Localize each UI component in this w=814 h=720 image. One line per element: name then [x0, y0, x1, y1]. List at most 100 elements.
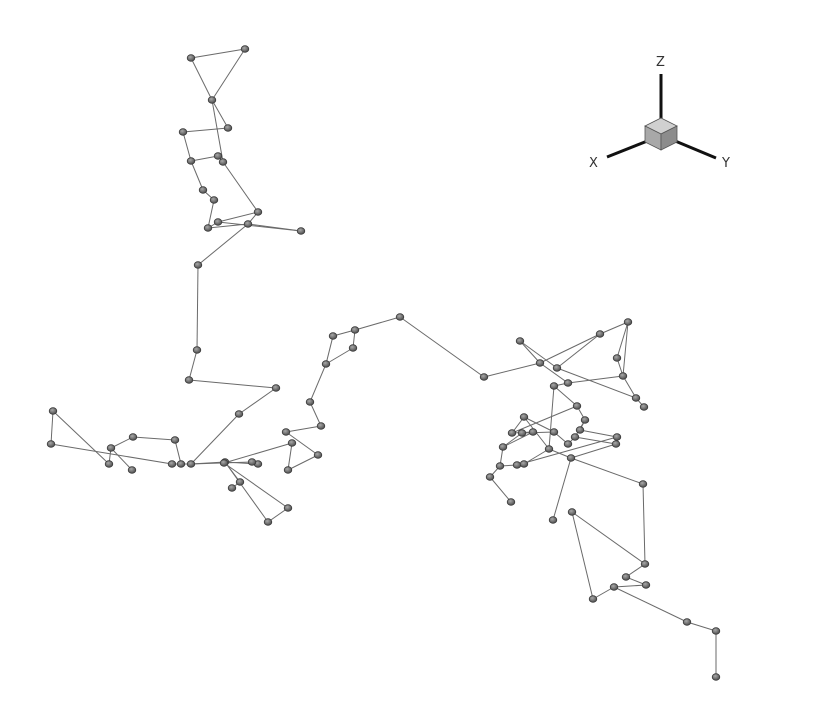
bond: [399, 316, 485, 378]
atom[interactable]: [507, 429, 517, 437]
atom[interactable]: [253, 208, 263, 216]
atom[interactable]: [515, 337, 525, 345]
atom[interactable]: [567, 508, 577, 516]
atom[interactable]: [235, 478, 245, 486]
atom[interactable]: [612, 433, 622, 441]
atom[interactable]: [682, 618, 692, 626]
atom[interactable]: [544, 445, 554, 453]
atom[interactable]: [506, 498, 516, 506]
atom[interactable]: [495, 462, 505, 470]
atom[interactable]: [618, 372, 628, 380]
atom[interactable]: [186, 460, 196, 468]
atom[interactable]: [176, 460, 186, 468]
bond: [686, 621, 717, 632]
atom[interactable]: [213, 218, 223, 226]
atom[interactable]: [609, 583, 619, 591]
atom[interactable]: [170, 436, 180, 444]
atom[interactable]: [281, 428, 291, 436]
atom[interactable]: [167, 460, 177, 468]
atom[interactable]: [207, 96, 217, 104]
atom[interactable]: [106, 444, 116, 452]
atom[interactable]: [296, 227, 306, 235]
atom[interactable]: [512, 461, 522, 469]
atom[interactable]: [517, 429, 527, 437]
atom[interactable]: [186, 157, 196, 165]
atom[interactable]: [263, 518, 273, 526]
atom[interactable]: [313, 451, 323, 459]
atom[interactable]: [46, 440, 56, 448]
atom[interactable]: [234, 410, 244, 418]
atom[interactable]: [519, 413, 529, 421]
atom[interactable]: [198, 186, 208, 194]
bond: [224, 461, 269, 523]
atom[interactable]: [612, 354, 622, 362]
atom[interactable]: [218, 158, 228, 166]
atom[interactable]: [213, 152, 223, 160]
bond: [502, 431, 534, 448]
atom[interactable]: [580, 416, 590, 424]
atom[interactable]: [127, 466, 137, 474]
orientation-triad[interactable]: Z X Y: [589, 55, 730, 171]
atom[interactable]: [186, 54, 196, 62]
atom[interactable]: [479, 373, 489, 381]
atom[interactable]: [219, 459, 229, 467]
atom[interactable]: [287, 439, 297, 447]
atom[interactable]: [192, 346, 202, 354]
atom[interactable]: [548, 516, 558, 524]
atom[interactable]: [203, 224, 213, 232]
atom[interactable]: [193, 261, 203, 269]
atom[interactable]: [563, 440, 573, 448]
atom[interactable]: [223, 124, 233, 132]
atom[interactable]: [243, 220, 253, 228]
atom[interactable]: [611, 440, 621, 448]
atom[interactable]: [638, 480, 648, 488]
atom[interactable]: [395, 313, 405, 321]
atom[interactable]: [711, 673, 721, 681]
atom[interactable]: [549, 428, 559, 436]
atom[interactable]: [247, 458, 257, 466]
atom[interactable]: [305, 398, 315, 406]
atom[interactable]: [552, 364, 562, 372]
atom[interactable]: [350, 326, 360, 334]
atom[interactable]: [283, 504, 293, 512]
atom[interactable]: [316, 422, 326, 430]
atom[interactable]: [711, 627, 721, 635]
atom[interactable]: [570, 433, 580, 441]
bond: [556, 367, 637, 399]
atom[interactable]: [348, 344, 358, 352]
atom[interactable]: [321, 360, 331, 368]
atom[interactable]: [575, 426, 585, 434]
atom[interactable]: [549, 382, 559, 390]
atom[interactable]: [641, 581, 651, 589]
atom[interactable]: [184, 376, 194, 384]
atom[interactable]: [178, 128, 188, 136]
atom[interactable]: [572, 402, 582, 410]
atom[interactable]: [639, 403, 649, 411]
atom[interactable]: [566, 454, 576, 462]
atom[interactable]: [485, 473, 495, 481]
atom[interactable]: [271, 384, 281, 392]
x-axis-label: X: [589, 156, 598, 171]
atom[interactable]: [104, 460, 114, 468]
atom[interactable]: [535, 359, 545, 367]
atom[interactable]: [48, 407, 58, 415]
bond: [521, 431, 555, 434]
atom[interactable]: [528, 428, 538, 436]
atom[interactable]: [563, 379, 573, 387]
atom[interactable]: [588, 595, 598, 603]
atom[interactable]: [209, 196, 219, 204]
atom[interactable]: [623, 318, 633, 326]
atom[interactable]: [240, 45, 250, 53]
atom[interactable]: [328, 332, 338, 340]
atom[interactable]: [498, 443, 508, 451]
atom[interactable]: [283, 466, 293, 474]
bond: [325, 335, 334, 365]
atom[interactable]: [621, 573, 631, 581]
atom[interactable]: [227, 484, 237, 492]
atom[interactable]: [595, 330, 605, 338]
atom[interactable]: [631, 394, 641, 402]
atom[interactable]: [640, 560, 650, 568]
atom[interactable]: [519, 460, 529, 468]
atom[interactable]: [128, 433, 138, 441]
